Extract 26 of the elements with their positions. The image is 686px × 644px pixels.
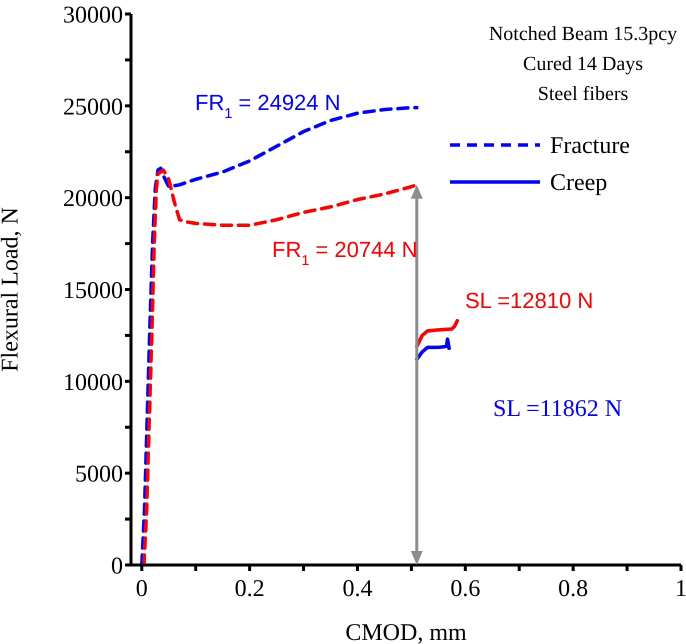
x-tick-label: 1 bbox=[675, 576, 686, 602]
x-axis-title: CMOD, mm bbox=[345, 620, 467, 644]
y-tick-label: 30000 bbox=[63, 2, 123, 29]
x-tick-label: 0.4 bbox=[342, 576, 372, 602]
x-tick-label: 0.2 bbox=[234, 576, 265, 602]
annotation: FR$_{1}$ = 24924 N bbox=[195, 90, 341, 122]
y-axis-title: Flexural Load, N bbox=[0, 207, 24, 372]
y-tick-label: 25000 bbox=[63, 94, 123, 120]
line-series bbox=[415, 318, 459, 348]
y-tick-label: 15000 bbox=[63, 278, 123, 304]
y-tick-label: 0 bbox=[111, 554, 123, 580]
y-tick-label: 10000 bbox=[63, 370, 123, 396]
legend-label: Fracture bbox=[550, 133, 630, 159]
x-tick-label: 0.8 bbox=[558, 576, 588, 602]
y-tick-label: 20000 bbox=[63, 186, 123, 212]
legend-label: Creep bbox=[550, 170, 608, 196]
annotation: Cured 14 Days bbox=[523, 53, 644, 75]
line-series bbox=[415, 337, 451, 362]
x-tick-label: 0.6 bbox=[450, 576, 480, 602]
annotation: Notched Beam 15.3pcy bbox=[488, 23, 678, 45]
y-tick-label: 5000 bbox=[75, 462, 123, 488]
annotation: SL =12810 N bbox=[465, 288, 594, 313]
annotation: SL =11862 N bbox=[493, 396, 622, 422]
x-tick-label: 0 bbox=[136, 576, 148, 602]
annotation: Steel fibers bbox=[538, 83, 628, 105]
annotation: FR$_{1}$ = 20744 N bbox=[272, 237, 418, 269]
